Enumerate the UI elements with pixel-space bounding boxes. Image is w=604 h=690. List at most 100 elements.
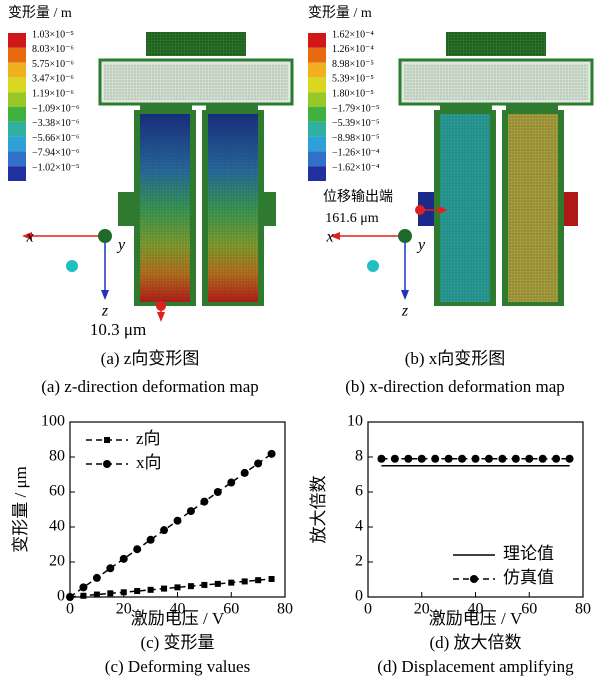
legend-label: 理论值 (503, 544, 554, 563)
colorbar-band (8, 33, 26, 48)
y-tick-label: 0 (355, 588, 363, 605)
marker (404, 455, 412, 463)
marker (445, 455, 453, 463)
axis-letter: y (416, 237, 426, 254)
marker (106, 564, 114, 572)
marker (268, 450, 276, 458)
marker (458, 455, 466, 463)
colorbar-band (8, 48, 26, 63)
x-axis-label: 激励电压 / V (131, 609, 225, 628)
marker (566, 455, 574, 463)
y-tick-label: 80 (49, 448, 65, 465)
y-axis-label: 放大倍数 (309, 476, 328, 544)
colorbar-band (308, 166, 326, 181)
axis-letter: x (25, 229, 33, 246)
marker (255, 577, 261, 583)
marker (498, 455, 506, 463)
x-tick-label: 0 (66, 601, 74, 618)
marker (120, 555, 128, 563)
x-tick-label: 20 (116, 601, 132, 618)
marker (174, 517, 182, 525)
colorbar-label: −5.39×10⁻⁵ (332, 118, 380, 129)
colorbar-band (308, 122, 326, 137)
marker (134, 588, 140, 594)
axis-letter: z (101, 303, 109, 320)
marker (242, 578, 248, 584)
colorbar-band (308, 92, 326, 107)
colorbar-label: 8.98×10⁻⁵ (332, 59, 374, 70)
caption: (c) 变形量 (140, 633, 214, 652)
colorbar-label: −5.66×10⁻⁶ (32, 133, 80, 144)
colorbar-label: 5.39×10⁻⁵ (332, 74, 374, 85)
legend-label: z向 (136, 429, 161, 448)
colorbar-label: 5.75×10⁻⁶ (32, 59, 74, 70)
marker (147, 536, 155, 544)
y-tick-label: 40 (49, 518, 65, 535)
x-axis-label: 激励电压 / V (429, 609, 523, 628)
marker (552, 455, 560, 463)
colorbar-band (308, 33, 326, 48)
axis-letter: y (116, 237, 126, 254)
legend-label: x向 (136, 453, 162, 472)
axis-letter: z (401, 303, 409, 320)
caption: (b) x-direction deformation map (345, 377, 565, 396)
colorbar-band (308, 107, 326, 122)
legend-marker (103, 460, 111, 468)
caption: (b) x向变形图 (405, 349, 506, 368)
legend-marker (104, 437, 110, 443)
marker (214, 488, 222, 496)
x-tick-label: 0 (364, 601, 372, 618)
marker (472, 455, 480, 463)
caption: (c) Deforming values (105, 657, 250, 676)
legend-label: 仿真值 (503, 568, 554, 587)
colorbar-title: 变形量 / m (8, 5, 72, 21)
marker (539, 455, 547, 463)
y-axis-label: 变形量 / μm (11, 466, 30, 553)
caption: (d) 放大倍数 (429, 633, 521, 652)
legend-marker (470, 575, 478, 583)
annotation: 位移输出端 (323, 189, 393, 205)
marker (66, 593, 74, 601)
colorbar-label: −8.98×10⁻⁵ (332, 133, 380, 144)
y-tick-label: 6 (355, 483, 363, 500)
colorbar-label: 1.03×10⁻⁵ (32, 29, 74, 40)
x-tick-label: 80 (575, 601, 591, 618)
colorbar-band (8, 137, 26, 152)
marker (175, 584, 181, 590)
colorbar-label: −1.79×10⁻⁵ (332, 103, 380, 114)
colorbar-band (8, 92, 26, 107)
marker (269, 576, 275, 582)
figure: x y z 10.3 μm x y z 位移输出端 161.6 μm 变形量 /… (0, 0, 604, 685)
colorbar-band (8, 107, 26, 122)
colorbar-label: 8.03×10⁻⁶ (32, 44, 74, 55)
colorbar-band (8, 63, 26, 78)
x-tick-label: 60 (223, 601, 239, 618)
marker (254, 459, 262, 467)
marker (79, 583, 87, 591)
colorbar-band (8, 77, 26, 92)
marker (121, 589, 127, 595)
plot-frame (70, 422, 285, 597)
marker (215, 581, 221, 587)
colorbar-label: 1.80×10⁻⁵ (332, 88, 374, 99)
marker (93, 574, 101, 582)
marker (431, 455, 439, 463)
y-tick-label: 60 (49, 483, 65, 500)
series-line (70, 579, 272, 597)
y-tick-label: 20 (49, 553, 65, 570)
marker (391, 455, 399, 463)
colorbar-label: −7.94×10⁻⁶ (32, 148, 80, 159)
series-line (70, 454, 272, 597)
caption: (a) z向变形图 (101, 349, 200, 368)
colorbar-label: 1.62×10⁻⁴ (332, 29, 374, 40)
marker (512, 455, 520, 463)
marker (241, 469, 249, 477)
colorbar-label: 3.47×10⁻⁶ (32, 74, 74, 85)
y-tick-label: 8 (355, 448, 363, 465)
marker (228, 580, 234, 586)
colorbar-band (308, 151, 326, 166)
colorbar-label: −1.62×10⁻⁴ (332, 162, 380, 173)
colorbar-title: 变形量 / m (308, 5, 372, 21)
marker (107, 590, 113, 596)
marker (160, 526, 168, 534)
